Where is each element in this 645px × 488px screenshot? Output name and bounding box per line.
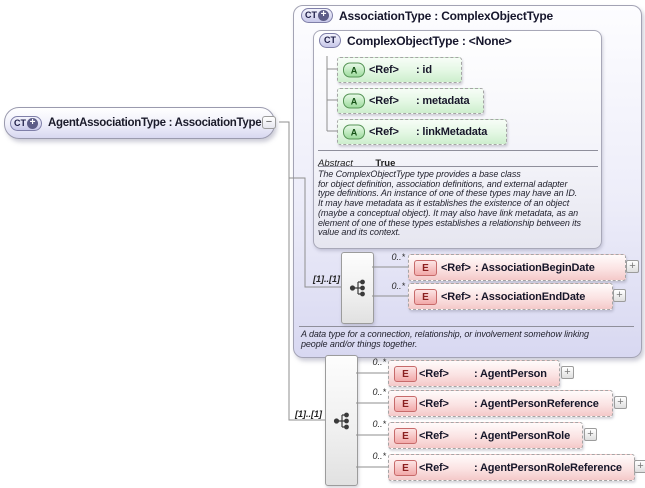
sequence-icon: [349, 279, 365, 297]
attribute-node-metadata[interactable]: A <Ref> : metadata: [337, 88, 484, 114]
association-type-title: AssociationType : ComplexObjectType: [339, 8, 553, 23]
element-cardinality: 0..*: [391, 252, 405, 262]
attribute-node-link-metadata[interactable]: A <Ref> : linkMetadata: [337, 119, 507, 145]
sequence-connector[interactable]: [341, 252, 374, 324]
element-cardinality: 0..*: [372, 419, 386, 429]
attribute-name: : metadata: [416, 95, 470, 107]
sequence-icon: [333, 412, 349, 429]
element-icon: E: [394, 365, 417, 382]
complex-object-type-title: ComplexObjectType : <None>: [347, 33, 512, 48]
facet-row: Abstract True: [318, 153, 395, 171]
plus-badge-icon: +: [318, 10, 329, 21]
element-name: : AssociationBeginDate: [475, 261, 595, 274]
element-node-association-end-date[interactable]: E <Ref> : AssociationEndDate: [408, 283, 613, 310]
attribute-icon: A: [343, 124, 365, 140]
element-name: : AgentPersonRoleReference: [474, 461, 622, 474]
element-ref: <Ref>: [441, 290, 471, 303]
element-cardinality: 0..*: [372, 357, 386, 367]
attribute-ref: <Ref>: [369, 64, 399, 76]
element-name: : AgentPersonRole: [474, 429, 571, 442]
element-node-association-begin-date[interactable]: E <Ref> : AssociationBeginDate: [408, 254, 626, 281]
collapse-toggle[interactable]: −: [262, 116, 276, 129]
element-ref: <Ref>: [419, 397, 449, 410]
element-ref: <Ref>: [419, 367, 449, 380]
ct-glyph: CT: [324, 35, 336, 45]
element-cardinality: 0..*: [372, 387, 386, 397]
element-node-agent-person-role-reference[interactable]: E <Ref> : AgentPersonRoleReference: [388, 454, 635, 481]
attribute-ref: <Ref>: [369, 126, 399, 138]
element-node-agent-person-reference[interactable]: E <Ref> : AgentPersonReference: [388, 390, 613, 417]
root-type-label: AgentAssociationType : AssociationType: [48, 117, 262, 129]
facet-label: Abstract: [318, 158, 353, 169]
element-node-agent-person[interactable]: E <Ref> : AgentPerson: [388, 360, 560, 387]
element-ref: <Ref>: [441, 261, 471, 274]
ct-glyph: CT: [14, 117, 26, 128]
element-cardinality: 0..*: [372, 451, 386, 461]
node-agent-association-type[interactable]: CT + AgentAssociationType : AssociationT…: [4, 107, 275, 139]
element-cardinality: 0..*: [391, 281, 405, 291]
plus-badge-icon: +: [27, 117, 38, 129]
element-node-agent-person-role[interactable]: E <Ref> : AgentPersonRole: [388, 422, 583, 449]
documentation-text: The ComplexObjectType type provides a ba…: [318, 169, 581, 238]
attribute-icon: A: [343, 62, 365, 78]
expand-button[interactable]: +: [634, 460, 645, 473]
attribute-ref: <Ref>: [369, 95, 399, 107]
complextype-derived-icon: CT +: [10, 115, 42, 131]
attribute-icon: A: [343, 93, 365, 109]
element-name: : AgentPerson: [474, 367, 547, 380]
expand-button[interactable]: +: [626, 260, 639, 273]
attribute-name: : id: [416, 64, 432, 76]
complextype-icon: CT: [319, 33, 341, 48]
element-icon: E: [394, 395, 417, 412]
expand-button[interactable]: +: [584, 428, 597, 441]
complex-object-type-header[interactable]: CT ComplexObjectType : <None>: [319, 33, 512, 48]
separator: [318, 150, 598, 151]
attribute-name: : linkMetadata: [416, 126, 488, 138]
sequence-cardinality: [1]..[1]: [313, 274, 340, 284]
element-name: : AssociationEndDate: [475, 290, 586, 303]
documentation-text: A data type for a connection, relationsh…: [301, 329, 589, 349]
ct-glyph: CT: [305, 10, 317, 20]
element-name: : AgentPersonReference: [474, 397, 599, 410]
element-icon: E: [394, 459, 417, 476]
element-ref: <Ref>: [419, 429, 449, 442]
element-icon: E: [394, 427, 417, 444]
element-ref: <Ref>: [419, 461, 449, 474]
complextype-derived-icon: CT +: [301, 8, 333, 23]
sequence-connector[interactable]: [325, 355, 358, 486]
facet-value: True: [375, 158, 396, 169]
expand-button[interactable]: +: [561, 366, 574, 379]
element-icon: E: [414, 259, 437, 276]
expand-button[interactable]: +: [614, 396, 627, 409]
expand-button[interactable]: +: [613, 289, 626, 302]
element-icon: E: [414, 288, 437, 305]
separator: [318, 166, 598, 167]
separator: [299, 326, 634, 327]
attribute-node-id[interactable]: A <Ref> : id: [337, 57, 462, 83]
association-type-header[interactable]: CT + AssociationType : ComplexObjectType: [301, 8, 553, 23]
sequence-cardinality: [1]..[1]: [295, 409, 322, 419]
